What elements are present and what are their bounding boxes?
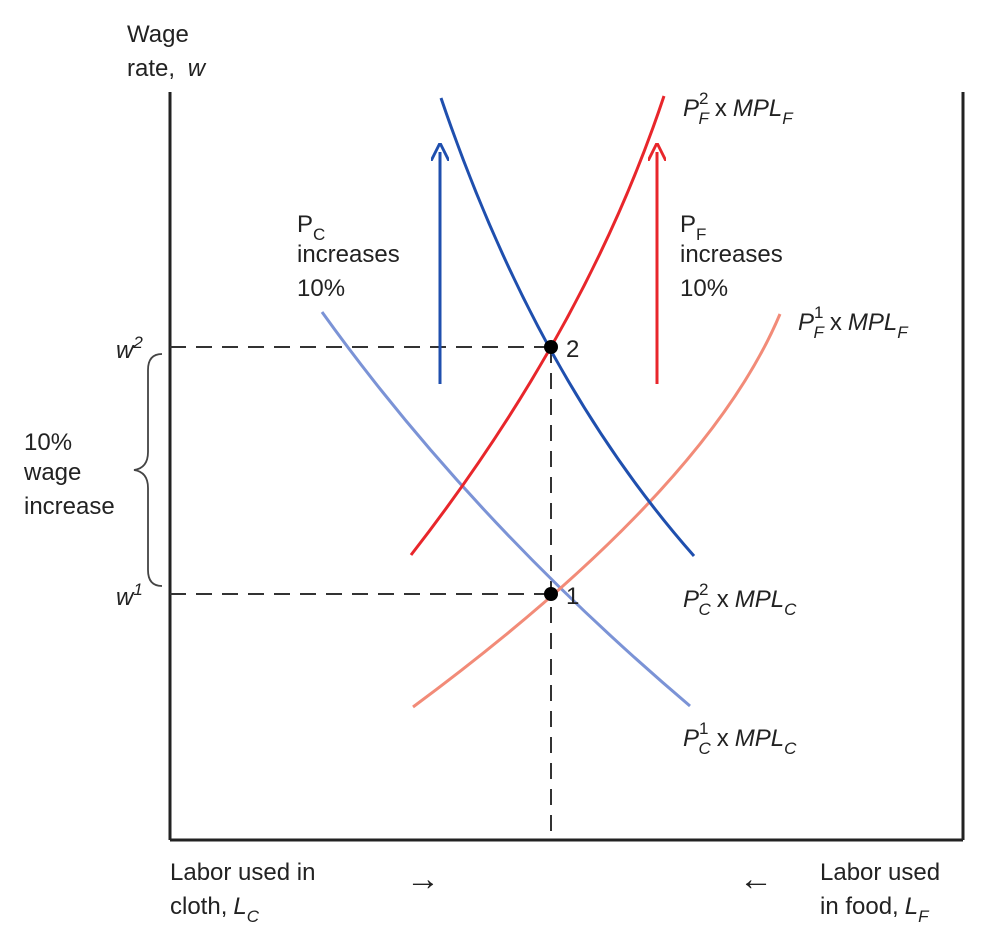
cloth-price-note-sub: C — [313, 225, 325, 244]
wage-increase-note-line2: wage — [23, 459, 81, 486]
pc2-label-sup: 2 — [699, 580, 708, 599]
x-right-direction-arrow: ← — [739, 860, 773, 898]
pf1-label-base: P — [798, 309, 814, 336]
x-right-label-sub: F — [918, 907, 930, 926]
pc1-label-sup: 1 — [699, 719, 708, 738]
pc2-label-times: x — [717, 586, 729, 613]
pf2-label-sup: 2 — [699, 89, 708, 108]
cloth-price-note-var: P — [297, 211, 313, 238]
wage-increase-note-line3: increase — [24, 493, 115, 520]
pc1-mplc-curve — [320, 311, 691, 708]
pf1-label-sub: F — [813, 323, 825, 342]
y-axis-label-line2: rate, w — [127, 55, 207, 82]
x-left-label-text: cloth, — [170, 893, 227, 920]
pf1-label-times: x — [830, 309, 842, 336]
cloth-price-note-line3: 10% — [297, 275, 345, 302]
food-price-note-var: P — [680, 211, 696, 238]
pc2-label-sub: C — [698, 600, 711, 619]
axes — [168, 92, 965, 842]
w2-label-base: w — [116, 337, 135, 364]
pc1-label-base: P — [683, 725, 699, 752]
equilibrium-point-2 — [544, 340, 558, 354]
guide-lines — [170, 346, 552, 840]
food-price-note-line1: PF — [680, 211, 706, 244]
wage-increase-note-line1: 10% — [24, 429, 72, 456]
cloth-price-note-line2: increases — [297, 241, 400, 268]
pc2-label-base: P — [683, 586, 699, 613]
food-price-note-sub: F — [696, 225, 706, 244]
x-left-label-sub: C — [247, 907, 260, 926]
y-axis-label-text: rate, — [127, 55, 175, 82]
x-left-label-line1: Labor used in — [170, 859, 315, 886]
x-left-direction-arrow: → — [406, 860, 440, 898]
pf2-label-sub: F — [698, 109, 710, 128]
w1-label-sup: 1 — [133, 580, 142, 599]
x-right-label-text: in food, — [820, 893, 899, 920]
pf2-mplf-curve — [409, 95, 666, 556]
pc1-label-mpl: MPL — [735, 725, 784, 752]
pf1-mplf-curve — [412, 313, 782, 709]
pf1-label-mpl: MPL — [848, 309, 897, 336]
pc1-label-times: x — [717, 725, 729, 752]
pc2-label-mpl: MPL — [735, 586, 784, 613]
x-right-label-line2: in food, LF — [820, 893, 930, 926]
pc2-label-mpl-sub: C — [784, 600, 797, 619]
point-2-label: 2 — [566, 336, 579, 363]
x-left-label-line2: cloth, LC — [170, 893, 260, 926]
x-right-label-line1: Labor used — [820, 859, 940, 886]
pf1-label-mpl-sub: F — [897, 323, 909, 342]
y-axis-label-line1: Wage — [127, 21, 189, 48]
pc1-label-mpl-sub: C — [784, 739, 797, 758]
pf2-label-mpl-sub: F — [782, 109, 794, 128]
cloth-price-note-line1: PC — [297, 211, 325, 244]
pf1-label-sup: 1 — [814, 303, 823, 322]
equilibrium-point-1 — [544, 587, 558, 601]
y-axis-label-variable: w — [188, 55, 207, 82]
w2-label-sup: 2 — [132, 333, 143, 352]
food-price-note-line2: increases — [680, 241, 783, 268]
pc1-label-sub: C — [698, 739, 711, 758]
food-price-note-line3: 10% — [680, 275, 728, 302]
pf2-label-times: x — [715, 95, 727, 122]
x-right-label-var: L — [905, 893, 918, 920]
x-left-label-var: L — [233, 893, 246, 920]
w1-label-base: w — [116, 584, 135, 611]
pf2-label-mpl: MPL — [733, 95, 782, 122]
pf2-label-base: P — [683, 95, 699, 122]
wage-increase-brace — [133, 353, 163, 587]
point-1-label: 1 — [566, 583, 579, 610]
w1-label: w1 — [116, 580, 143, 611]
w2-label: w2 — [116, 333, 143, 364]
